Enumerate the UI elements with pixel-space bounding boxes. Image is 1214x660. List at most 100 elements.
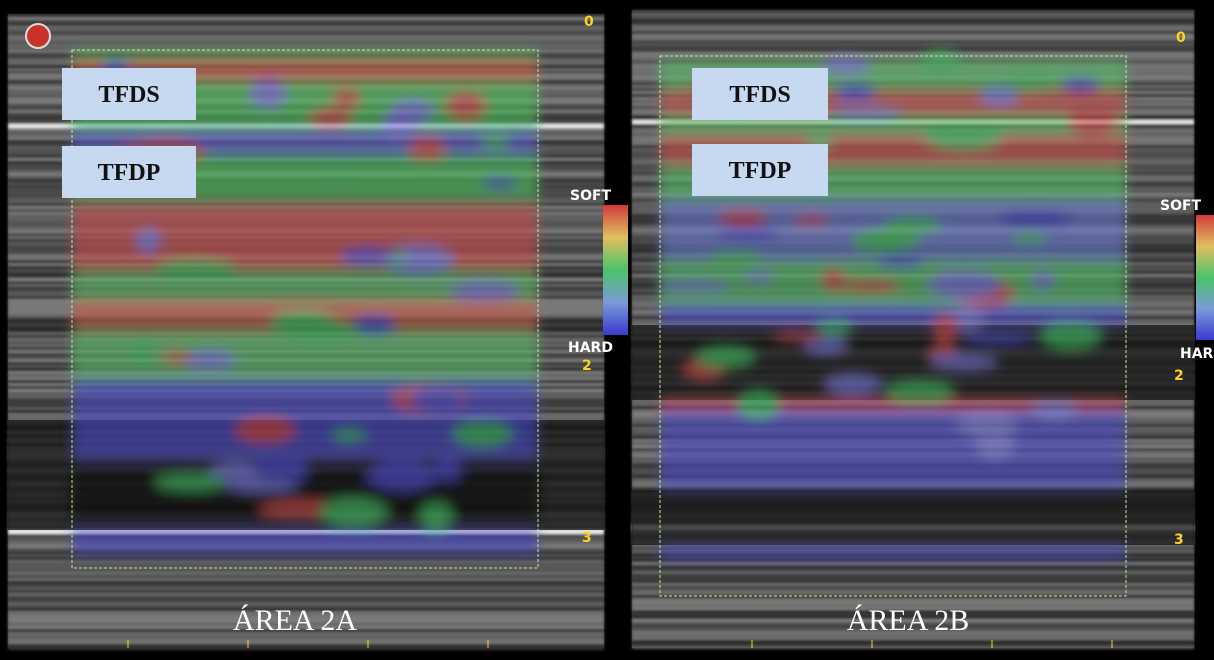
elasto-blob (976, 429, 1014, 459)
echo-line (8, 617, 604, 620)
elasto-blob (333, 86, 360, 110)
echo-line (632, 40, 1194, 43)
elasto-blob (319, 498, 387, 528)
elasto-blob (932, 314, 959, 344)
elasto-blob (381, 245, 454, 275)
elasticity-scale (1196, 215, 1214, 340)
echo-line (8, 17, 604, 20)
echo-line (632, 19, 1194, 22)
elasto-blob (835, 83, 877, 102)
echo-line (632, 598, 1194, 601)
echo-line (632, 643, 1194, 646)
elasto-blob (1010, 232, 1047, 244)
echo-line (8, 32, 604, 35)
elasto-blob (876, 254, 923, 268)
echo-line (8, 560, 604, 563)
echo-line (8, 608, 604, 611)
elasto-blob (998, 209, 1073, 228)
elasto-blob (398, 234, 446, 247)
echo-line (8, 41, 604, 44)
logo-circle (25, 23, 51, 49)
elasto-blob (656, 281, 733, 292)
elasto-blob (840, 280, 902, 293)
echo-line (8, 23, 604, 26)
echo-line (632, 613, 1194, 616)
elasto-blob (821, 269, 847, 291)
scale-soft: SOFT (570, 188, 612, 204)
elasto-blob (694, 345, 758, 369)
echo-line (632, 28, 1194, 31)
echo-line (632, 37, 1194, 40)
elasto-blob (309, 108, 352, 128)
echo-line (8, 38, 604, 41)
elasto-blob (291, 320, 360, 345)
elasto-blob (923, 122, 1003, 151)
elasto-blob (1038, 322, 1104, 352)
echo-line (8, 557, 604, 560)
elasto-blob (822, 55, 869, 75)
elasto-blob (793, 214, 829, 226)
echo-line (632, 634, 1194, 637)
echo-line (8, 563, 604, 566)
echo-line (8, 569, 604, 572)
area-caption: ÁREA 2B (847, 604, 970, 637)
ultrasound-panel: TFDS TFDP ÁREA 2B SOFT HARD 0 2 3 (632, 10, 1214, 649)
echo-line (8, 605, 604, 608)
elasto-blob (1061, 77, 1100, 91)
echo-line (8, 581, 604, 584)
elasto-blob (434, 454, 462, 481)
echo-line (632, 628, 1194, 631)
echo-line (632, 43, 1194, 46)
elasto-blob (366, 459, 439, 490)
echo-line (632, 637, 1194, 640)
elasto-blob (452, 421, 512, 447)
echo-line (8, 590, 604, 593)
elasto-blob (883, 379, 956, 403)
echo-line (8, 587, 604, 590)
elasto-blob (260, 500, 339, 519)
echo-line (8, 641, 604, 644)
echo-line (632, 604, 1194, 607)
echo-line (8, 14, 604, 17)
elasto-band (72, 530, 538, 555)
elasto-blob (249, 79, 287, 109)
elasto-blob (383, 109, 415, 139)
echo-line (8, 644, 604, 647)
echo-line (8, 647, 604, 650)
elasto-blob (979, 86, 1020, 106)
echo-line (8, 602, 604, 605)
echo-line (632, 565, 1194, 568)
elasto-blob (229, 480, 298, 492)
depth-mark: 2 (1174, 368, 1184, 384)
elasto-blob (715, 224, 780, 241)
elasto-blob (815, 320, 853, 336)
elasto-blob (419, 503, 453, 532)
echo-line (8, 638, 604, 641)
echo-line (632, 619, 1194, 622)
echo-line (632, 622, 1194, 625)
echo-line (632, 640, 1194, 643)
echo-line (8, 623, 604, 626)
echo-line (8, 47, 604, 50)
echo-line (632, 31, 1194, 34)
elasto-blob (129, 337, 155, 364)
elasto-blob (155, 473, 226, 490)
echo-line (632, 616, 1194, 619)
elasto-blob (161, 351, 193, 363)
echo-line (632, 631, 1194, 634)
structure-label: TFDS (98, 82, 159, 108)
elasto-blob (352, 315, 396, 334)
echo-line (8, 554, 604, 557)
structure-label: TFDS (729, 82, 790, 108)
elasto-blob (920, 49, 961, 75)
elasto-band (660, 410, 1126, 490)
elasto-blob (155, 259, 236, 279)
echo-line (632, 58, 1194, 61)
elasto-blob (479, 135, 511, 150)
elasto-blob (737, 388, 780, 419)
elasto-band (660, 545, 1126, 560)
label-box (692, 68, 828, 120)
echo-line (8, 593, 604, 596)
label-box (62, 68, 196, 120)
